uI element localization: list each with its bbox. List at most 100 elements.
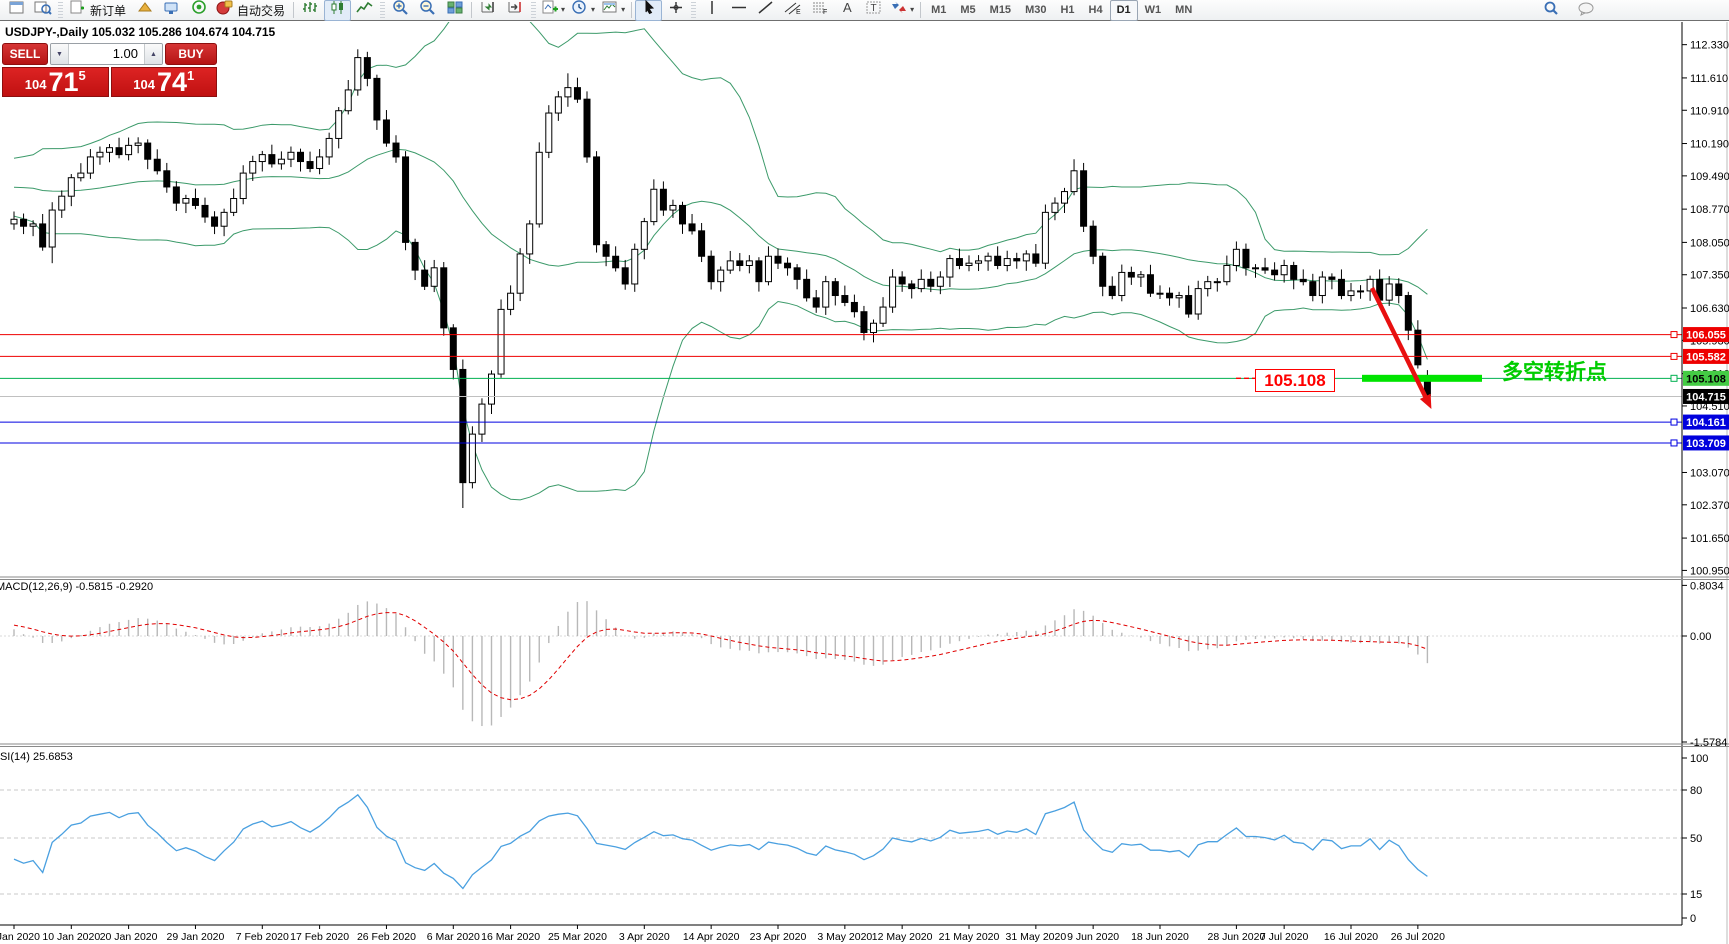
add-indicator-button[interactable]: ▾	[538, 0, 568, 21]
trendline-button[interactable]	[752, 0, 779, 21]
price-level-label: 104.161	[1686, 417, 1726, 429]
candle-body	[1146, 274, 1154, 294]
candle-body	[745, 260, 753, 266]
line-chart-button[interactable]	[351, 0, 378, 21]
dropdown-caret-icon[interactable]: ▾	[561, 5, 566, 14]
templates-button[interactable]: ▾	[598, 0, 628, 21]
candle-body	[831, 281, 839, 297]
level-line-anchor[interactable]	[1670, 331, 1678, 339]
shift-chart-button[interactable]	[475, 0, 502, 21]
candle-body	[1022, 253, 1030, 262]
horizontal-line-button[interactable]	[725, 0, 752, 21]
level-line-anchor[interactable]	[1670, 374, 1678, 382]
candle-body	[201, 204, 209, 218]
tile-windows-button[interactable]	[441, 0, 468, 21]
timeframe-button-m1[interactable]: M1	[931, 3, 947, 16]
svg-text:T: T	[870, 3, 876, 14]
date-tick-label: 12 May 2020	[872, 931, 933, 943]
candle-body	[535, 151, 543, 225]
chart-window-button[interactable]	[2, 0, 29, 21]
timeframe-button-m5[interactable]: M5	[960, 3, 976, 16]
candle-body	[870, 322, 877, 333]
candle-body	[1357, 290, 1365, 293]
zoom-out-icon	[419, 0, 437, 20]
candle-body	[430, 267, 438, 287]
sell-price-tile[interactable]: 104 71 5	[2, 67, 109, 97]
timeframe-button-w1[interactable]: W1	[1144, 3, 1162, 16]
timeframe-button-h4[interactable]: H4	[1088, 3, 1103, 16]
breakout-price-label[interactable]: 105.108	[1255, 369, 1335, 392]
volume-decrease-button[interactable]: ▼	[51, 44, 69, 64]
market-watch-button[interactable]	[131, 0, 158, 21]
volume-value[interactable]: 1.00	[112, 46, 138, 61]
timeframe-button-d1[interactable]: D1	[1109, 0, 1138, 21]
candle-body	[946, 258, 954, 278]
candle-body	[172, 186, 180, 204]
timeframe-button-h1[interactable]: H1	[1060, 3, 1075, 16]
highlight-trendline[interactable]	[1362, 374, 1482, 382]
periods-button[interactable]: ▾	[568, 0, 598, 21]
new-order-button[interactable]: 新订单	[65, 0, 131, 21]
date-tick-label: 20 Jan 2020	[100, 931, 158, 943]
dropdown-caret-icon[interactable]: ▾	[591, 5, 596, 14]
candlestick-button[interactable]	[324, 0, 352, 21]
annotation-note-text[interactable]: 多空转折点	[1502, 361, 1607, 384]
candle-body	[306, 161, 314, 169]
chart-canvas[interactable]: 112.330 111.610 110.910 110.190 109.490 108.7…	[0, 22, 1729, 944]
autotrading-button[interactable]: 自动交易	[212, 0, 290, 21]
zoom-out-button[interactable]	[414, 0, 441, 21]
signals-button[interactable]	[185, 0, 212, 21]
autoscroll-button[interactable]	[502, 0, 529, 21]
buy-button[interactable]: BUY	[165, 43, 217, 65]
crosshair-button[interactable]	[662, 0, 689, 21]
volume-increase-button[interactable]: ▲	[144, 44, 162, 64]
candle-body	[1414, 329, 1422, 366]
candle-body	[77, 172, 85, 179]
dropdown-caret-icon[interactable]: ▾	[621, 5, 626, 14]
candle-body	[58, 195, 66, 211]
candle-body	[1280, 264, 1288, 276]
label-button[interactable]: T	[860, 0, 887, 21]
zoom-in-icon	[392, 0, 410, 20]
label-icon: T	[865, 0, 883, 20]
terminal-button[interactable]	[158, 0, 185, 21]
down-arrow-shaft[interactable]	[1369, 287, 1430, 401]
date-tick-label: 23 Apr 2020	[750, 931, 807, 943]
candle-body	[1309, 281, 1317, 297]
candle-body	[325, 137, 333, 158]
level-line-anchor[interactable]	[1670, 439, 1678, 447]
level-line-anchor[interactable]	[1670, 352, 1678, 360]
tile-windows-icon	[446, 0, 464, 20]
cursor-button[interactable]	[635, 0, 663, 21]
candle-body	[764, 255, 772, 283]
buy-price-tile[interactable]: 104 74 1	[110, 67, 217, 97]
candle-body	[879, 306, 887, 324]
candle-body	[1041, 211, 1049, 264]
candle-body	[1175, 295, 1183, 299]
chat-button[interactable]	[1572, 0, 1599, 21]
search-button[interactable]	[1537, 0, 1564, 21]
date-tick-label: 25 Mar 2020	[548, 931, 607, 943]
text-button[interactable]: A	[833, 0, 860, 21]
fibonacci-button[interactable]: F	[806, 0, 833, 21]
zoom-in-button[interactable]	[387, 0, 414, 21]
bar-chart-button[interactable]	[297, 0, 324, 21]
vertical-line-button[interactable]	[698, 0, 725, 21]
level-line-anchor[interactable]	[1670, 418, 1678, 426]
volume-input[interactable]: ▼ 1.00 ▲	[50, 43, 163, 65]
data-window-button[interactable]	[29, 0, 56, 21]
candle-body	[392, 142, 400, 158]
timeframe-button-m30[interactable]: M30	[1025, 3, 1047, 16]
date-tick-label: 10 Jan 2020	[42, 931, 100, 943]
candle-body	[841, 295, 849, 303]
channel-button[interactable]: E	[779, 0, 806, 21]
timeframe-button-mn[interactable]: MN	[1175, 3, 1193, 16]
shapes-button[interactable]: ▾	[887, 0, 917, 21]
down-arrow-head[interactable]	[1419, 393, 1432, 409]
rsi-tick-label: 15	[1690, 889, 1702, 901]
dropdown-caret-icon[interactable]: ▾	[910, 5, 915, 14]
svg-text:E: E	[796, 9, 801, 15]
sell-button[interactable]: SELL	[2, 43, 48, 65]
candle-body	[975, 260, 983, 264]
timeframe-button-m15[interactable]: M15	[989, 3, 1012, 16]
